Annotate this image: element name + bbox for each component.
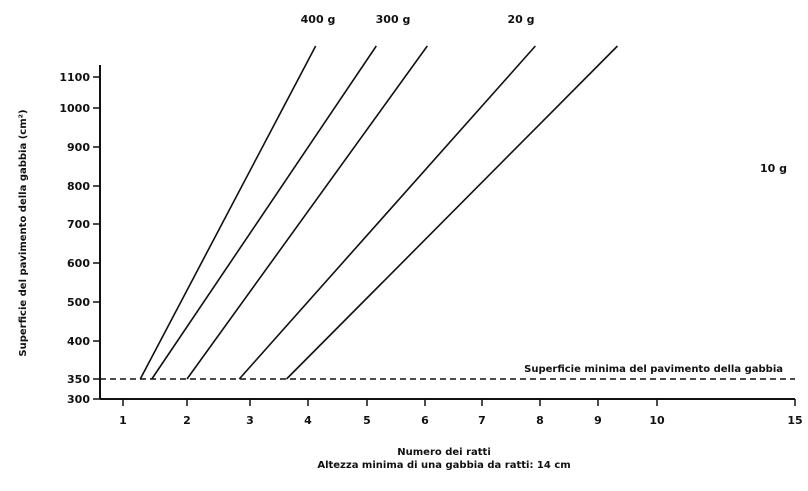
y-tick-label: 1100 xyxy=(59,71,90,84)
series-label: 10 g xyxy=(760,162,787,175)
x-tick-label: 4 xyxy=(304,414,312,427)
y-axis-title: Superficie del pavimento della gabbia (c… xyxy=(18,109,29,356)
y-tick-label: 600 xyxy=(67,257,90,270)
reference-line-label: Superficie minima del pavimento della ga… xyxy=(524,364,783,375)
y-tick-label: 400 xyxy=(67,335,90,348)
x-tick-label: 8 xyxy=(536,414,544,427)
series-label: 20 g xyxy=(507,13,534,26)
series-line-1 xyxy=(139,45,317,380)
x-tick-label: 9 xyxy=(594,414,602,427)
y-tick-label: 700 xyxy=(67,218,90,231)
series-label: 400 g xyxy=(301,13,336,26)
y-tick-label: 500 xyxy=(67,296,90,309)
y-tick-label: 1000 xyxy=(59,102,90,115)
x-tick-label: 2 xyxy=(183,414,191,427)
x-tick-label: 1 xyxy=(119,414,127,427)
y-tick-label: 300 xyxy=(67,393,90,406)
y-tick-label: 800 xyxy=(67,180,90,193)
series-label: 300 g xyxy=(376,13,411,26)
x-tick-label: 3 xyxy=(246,414,254,427)
x-tick-label: 10 xyxy=(649,414,665,427)
series-line-2 xyxy=(151,45,377,380)
x-tick-label: 15 xyxy=(787,414,802,427)
y-tick-label: 350 xyxy=(67,373,90,386)
x-tick-label: 7 xyxy=(478,414,486,427)
series-line-5 xyxy=(285,45,619,380)
x-tick-label: 6 xyxy=(421,414,429,427)
y-tick-label: 900 xyxy=(67,141,90,154)
x-axis-title: Numero dei ratti xyxy=(397,447,491,458)
series-line-4 xyxy=(238,45,536,380)
x-axis-subtitle: Altezza minima di una gabbia da ratti: 1… xyxy=(317,460,570,471)
series-line-3 xyxy=(186,45,428,380)
x-tick-label: 5 xyxy=(363,414,371,427)
